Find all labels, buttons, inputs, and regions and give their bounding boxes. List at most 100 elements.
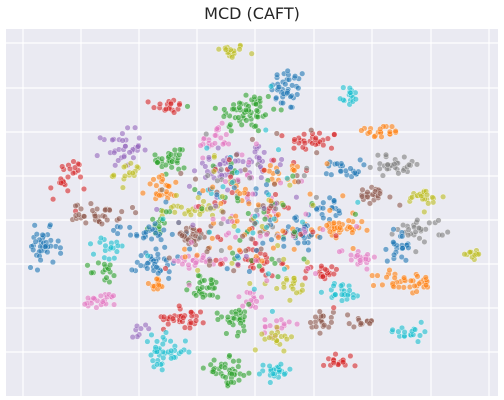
scatter-point-cluster-58 — [245, 210, 252, 217]
scatter-point-cluster-25 — [126, 224, 133, 231]
scatter-point-cluster-6 — [320, 142, 327, 149]
scatter-point-cluster-58 — [261, 216, 269, 223]
scatter-point-cluster-58 — [339, 192, 346, 199]
scatter-point-cluster-36 — [88, 269, 95, 276]
scatter-point-cluster-29 — [390, 239, 397, 246]
scatter-point-cluster-40 — [145, 280, 152, 287]
scatter-point-cluster-13 — [70, 158, 77, 165]
scatter-point-cluster-25 — [127, 232, 134, 239]
scatter-point-cluster-47 — [232, 310, 239, 317]
scatter-point-cluster-58 — [213, 191, 220, 198]
scatter-point-cluster-35 — [199, 254, 207, 261]
scatter-point-cluster-58 — [246, 280, 253, 287]
scatter-point-cluster-54 — [185, 349, 192, 356]
scatter-point-cluster-56 — [235, 363, 242, 370]
scatter-point-cluster-0 — [222, 46, 229, 53]
scatter-point-cluster-8 — [135, 143, 142, 150]
scatter-point-cluster-4 — [242, 106, 250, 114]
scatter-point-cluster-58 — [280, 202, 287, 209]
scatter-point-cluster-41 — [195, 272, 202, 279]
scatter-point-cluster-8 — [119, 130, 126, 137]
scatter-point-cluster-55 — [351, 362, 359, 369]
scatter-point-cluster-33 — [357, 257, 364, 264]
scatter-point-cluster-58 — [219, 193, 226, 200]
scatter-point-cluster-11 — [400, 167, 407, 174]
scatter-point-cluster-58 — [280, 236, 287, 243]
scatter-point-cluster-37 — [319, 273, 326, 280]
scatter-point-cluster-57 — [266, 362, 273, 370]
scatter-point-cluster-19 — [440, 193, 447, 200]
scatter-point-cluster-35 — [185, 261, 192, 268]
scatter-point-cluster-18 — [364, 189, 371, 196]
scatter-point-cluster-5 — [358, 127, 365, 134]
scatter-point-cluster-9 — [180, 164, 188, 171]
scatter-point-cluster-44 — [97, 292, 104, 299]
scatter-point-cluster-58 — [251, 286, 258, 293]
scatter-point-cluster-58 — [252, 240, 259, 247]
scatter-point-cluster-58 — [291, 228, 298, 235]
scatter-point-cluster-58 — [218, 166, 225, 173]
scatter-point-cluster-54 — [168, 355, 175, 362]
scatter-point-cluster-4 — [236, 104, 243, 111]
scatter-point-cluster-47 — [226, 319, 233, 326]
scatter-point-cluster-1 — [284, 67, 291, 74]
scatter-point-cluster-58 — [234, 261, 241, 268]
scatter-point-cluster-30 — [27, 264, 34, 271]
scatter-point-cluster-51 — [252, 346, 259, 353]
scatter-point-cluster-39 — [395, 284, 402, 291]
scatter-point-cluster-9 — [171, 146, 178, 154]
scatter-point-cluster-58 — [273, 130, 280, 137]
scatter-point-cluster-54 — [160, 334, 167, 341]
scatter-point-cluster-12 — [360, 161, 367, 168]
scatter-point-cluster-54 — [159, 348, 167, 355]
scatter-point-cluster-58 — [257, 233, 264, 240]
scatter-point-cluster-25 — [160, 226, 167, 234]
scatter-point-cluster-19 — [425, 200, 432, 207]
scatter-point-cluster-46 — [192, 317, 200, 324]
scatter-point-cluster-54 — [147, 352, 155, 359]
scatter-point-cluster-1 — [273, 94, 280, 101]
scatter-point-cluster-42 — [318, 289, 325, 296]
scatter-point-cluster-8 — [120, 153, 128, 160]
scatter-point-cluster-25 — [110, 227, 117, 234]
scatter-point-cluster-41 — [193, 292, 200, 299]
scatter-point-cluster-57 — [286, 366, 293, 373]
scatter-point-cluster-58 — [236, 190, 243, 197]
scatter-point-cluster-5 — [377, 125, 384, 133]
scatter-point-cluster-58 — [219, 183, 227, 190]
scatter-point-cluster-58 — [253, 207, 260, 214]
scatter-point-cluster-51 — [272, 332, 279, 339]
scatter-point-cluster-58 — [261, 205, 268, 212]
scatter-point-cluster-29 — [399, 245, 406, 252]
scatter-point-cluster-50 — [357, 320, 365, 327]
scatter-point-cluster-54 — [154, 361, 161, 368]
scatter-point-cluster-41 — [207, 276, 215, 283]
scatter-point-cluster-41 — [183, 286, 190, 293]
scatter-point-cluster-55 — [340, 359, 347, 366]
scatter-point-cluster-58 — [324, 160, 331, 167]
scatter-point-cluster-0 — [215, 46, 222, 53]
scatter-point-cluster-8 — [126, 149, 133, 156]
scatter-point-cluster-30 — [44, 249, 51, 256]
scatter-point-cluster-58 — [229, 218, 236, 225]
scatter-point-cluster-26 — [349, 229, 356, 236]
scatter-point-cluster-11 — [405, 161, 413, 168]
scatter-point-cluster-58 — [354, 199, 361, 206]
scatter-point-cluster-43 — [273, 285, 280, 292]
scatter-point-cluster-58 — [319, 226, 326, 233]
scatter-point-cluster-6 — [278, 132, 285, 139]
scatter-point-cluster-21 — [200, 198, 207, 205]
scatter-point-cluster-20 — [80, 213, 87, 220]
scatter-point-cluster-58 — [268, 256, 275, 263]
scatter-point-cluster-15 — [127, 160, 134, 167]
scatter-point-cluster-25 — [114, 230, 121, 237]
scatter-point-cluster-1 — [274, 71, 281, 78]
scatter-point-cluster-26 — [323, 222, 330, 229]
scatter-point-cluster-58 — [249, 229, 256, 236]
scatter-point-cluster-58 — [186, 282, 193, 289]
scatter-point-cluster-37 — [333, 266, 340, 273]
scatter-point-cluster-58 — [162, 265, 169, 272]
scatter-point-cluster-58 — [211, 154, 218, 161]
scatter-point-cluster-58 — [281, 266, 288, 273]
scatter-point-cluster-58 — [227, 173, 234, 180]
